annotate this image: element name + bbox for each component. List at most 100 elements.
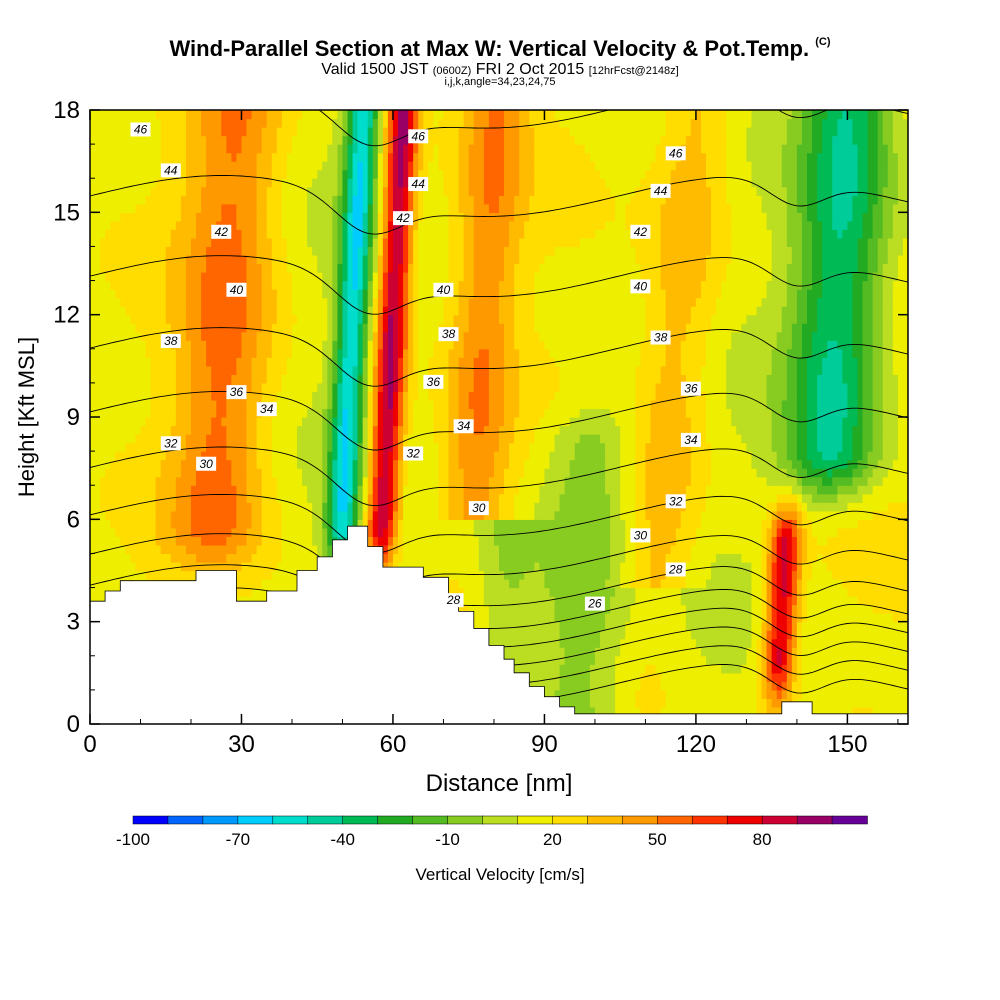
field-cell xyxy=(115,391,121,401)
field-cell xyxy=(216,468,222,478)
field-cell xyxy=(403,254,409,265)
field-cell xyxy=(246,127,253,137)
field-cell xyxy=(372,144,379,154)
field-cell xyxy=(281,195,288,205)
field-cell xyxy=(337,186,344,196)
field-cell xyxy=(145,544,152,555)
field-cell xyxy=(403,323,409,333)
field-cell xyxy=(347,340,354,350)
field-cell xyxy=(327,434,333,444)
field-cell xyxy=(271,220,278,230)
field-cell xyxy=(95,451,101,461)
field-cell xyxy=(150,323,157,333)
field-cell xyxy=(428,553,434,563)
field-cell xyxy=(170,357,177,367)
field-cell xyxy=(185,178,192,188)
field-cell xyxy=(392,161,399,171)
field-cell xyxy=(387,289,394,299)
field-cell xyxy=(190,254,197,265)
field-cell xyxy=(236,331,243,341)
field-cell xyxy=(241,110,248,120)
field-cell xyxy=(261,544,268,555)
field-cell xyxy=(95,195,101,205)
field-cell xyxy=(291,237,298,248)
field-cell xyxy=(115,485,121,495)
field-cell xyxy=(428,502,434,512)
field-cell xyxy=(90,553,96,563)
field-cell xyxy=(145,391,152,401)
field-cell xyxy=(266,306,273,316)
field-cell xyxy=(317,280,323,290)
field-cell xyxy=(372,493,379,503)
field-cell xyxy=(211,127,217,137)
field-cell xyxy=(281,357,288,367)
field-cell xyxy=(226,331,232,341)
field-cell xyxy=(125,417,131,427)
field-cell xyxy=(291,280,298,290)
field-cell xyxy=(120,195,126,205)
field-cell xyxy=(433,314,440,324)
field-cell xyxy=(206,237,212,248)
field-cell xyxy=(241,442,248,452)
field-cell xyxy=(231,195,238,205)
field-cell xyxy=(241,434,248,444)
field-cell xyxy=(165,519,172,529)
field-cell xyxy=(185,451,192,461)
field-cell xyxy=(387,212,394,222)
field-cell xyxy=(286,544,293,555)
field-cell xyxy=(95,306,101,316)
field-cell xyxy=(392,280,399,290)
field-cell xyxy=(221,110,227,120)
field-cell xyxy=(362,434,369,444)
field-cell xyxy=(281,468,288,478)
field-cell xyxy=(211,169,217,179)
field-cell xyxy=(286,570,293,580)
field-cell xyxy=(276,399,283,410)
field-cell xyxy=(347,493,354,503)
field-cell xyxy=(362,144,369,154)
field-cell xyxy=(105,297,111,307)
field-cell xyxy=(105,178,111,188)
field-cell xyxy=(428,186,434,196)
field-cell xyxy=(327,468,333,478)
field-cell xyxy=(90,254,96,265)
field-cell xyxy=(150,502,157,512)
field-cell xyxy=(221,263,227,273)
field-cell xyxy=(382,561,389,572)
field-cell xyxy=(90,408,96,418)
field-cell xyxy=(185,237,192,248)
field-cell xyxy=(423,118,429,128)
field-cell xyxy=(302,297,308,307)
field-cell xyxy=(367,161,374,171)
field-cell xyxy=(342,476,349,486)
field-cell xyxy=(135,135,142,145)
field-cell xyxy=(135,399,142,410)
field-cell xyxy=(337,263,344,273)
field-cell xyxy=(241,144,248,154)
field-cell xyxy=(241,357,248,367)
field-cell xyxy=(392,553,399,563)
field-cell xyxy=(377,263,384,273)
field-cell xyxy=(302,374,308,384)
field-cell xyxy=(165,417,172,427)
field-cell xyxy=(357,237,364,248)
field-cell xyxy=(387,357,394,367)
field-cell xyxy=(357,178,364,188)
field-cell xyxy=(130,280,137,290)
field-cell xyxy=(327,451,333,461)
field-cell xyxy=(211,212,217,222)
field-cell xyxy=(362,203,369,213)
field-cell xyxy=(120,161,126,171)
field-cell xyxy=(150,357,157,367)
field-cell xyxy=(175,357,182,367)
field-cell xyxy=(372,314,379,324)
field-cell xyxy=(413,110,419,120)
field-cell xyxy=(221,476,227,486)
field-cell xyxy=(231,468,238,478)
field-cell xyxy=(377,297,384,307)
field-cell xyxy=(185,374,192,384)
field-cell xyxy=(216,348,222,358)
field-cell xyxy=(377,399,384,410)
field-cell xyxy=(327,476,333,486)
field-cell xyxy=(317,331,323,341)
